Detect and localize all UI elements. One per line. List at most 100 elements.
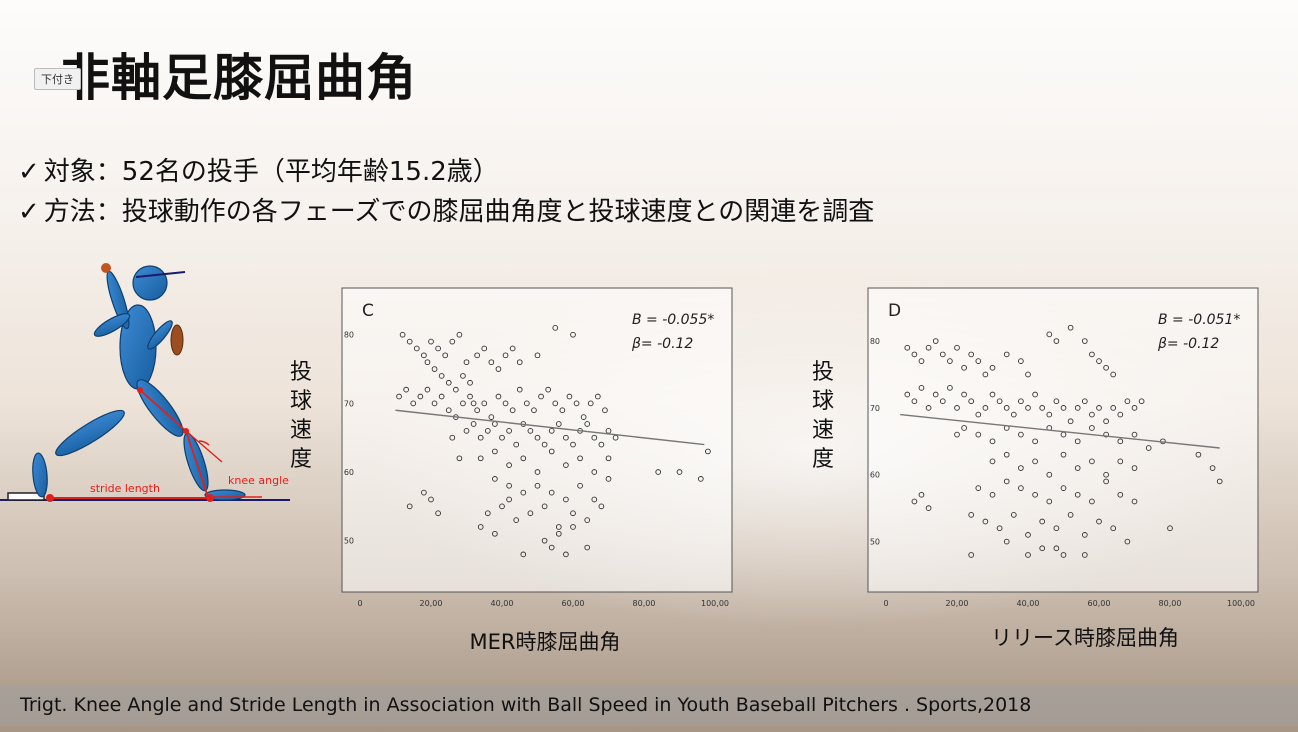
- data-point: [925, 505, 932, 512]
- data-point: [570, 441, 576, 448]
- data-point: [1131, 498, 1138, 505]
- bullet-method-text: 方法：投球動作の各フェーズでの膝屈曲角度と投球速度との関連を調査: [43, 197, 875, 227]
- stat-beta-label: β= -0.12: [631, 336, 693, 352]
- chart-c-ylabel: 投球速度: [289, 360, 312, 472]
- data-point: [481, 400, 488, 407]
- data-point: [477, 455, 484, 462]
- x-tick-label: 60,00: [562, 599, 585, 608]
- data-point: [506, 427, 512, 434]
- data-point: [982, 371, 989, 378]
- data-point: [563, 496, 569, 503]
- glove-icon: [170, 324, 184, 356]
- data-point: [1018, 358, 1024, 364]
- data-point: [577, 455, 583, 462]
- data-point: [570, 524, 576, 530]
- data-point: [1209, 465, 1216, 471]
- data-point: [591, 469, 598, 475]
- data-point: [1074, 438, 1081, 445]
- data-point: [541, 441, 548, 448]
- data-point: [1032, 391, 1038, 398]
- data-point: [1046, 331, 1053, 338]
- data-point: [566, 393, 573, 400]
- data-point: [1089, 458, 1095, 465]
- data-point: [1018, 398, 1024, 405]
- data-point: [598, 441, 605, 448]
- data-point: [410, 400, 417, 407]
- data-point: [595, 393, 601, 400]
- data-point: [1081, 338, 1088, 344]
- data-point: [513, 441, 520, 448]
- data-point: [1010, 411, 1017, 418]
- data-point: [1089, 498, 1095, 505]
- data-point: [1124, 398, 1131, 405]
- data-point: [470, 421, 477, 427]
- data-point: [1039, 405, 1046, 411]
- data-point: [1053, 525, 1060, 532]
- data-point: [403, 386, 410, 393]
- data-point: [1089, 425, 1095, 431]
- head: [132, 265, 168, 301]
- data-point: [474, 352, 481, 359]
- data-point: [417, 393, 424, 400]
- data-point: [527, 427, 534, 434]
- data-point: [570, 510, 576, 517]
- data-point: [438, 393, 445, 400]
- data-point: [676, 469, 683, 475]
- data-point: [904, 344, 911, 351]
- data-point: [548, 544, 555, 551]
- chart-d-ylabel: 投球速度: [811, 360, 834, 472]
- data-point: [467, 393, 473, 400]
- data-point: [1096, 518, 1102, 525]
- data-point: [1138, 398, 1145, 405]
- data-point: [520, 455, 527, 462]
- plot-frame: [867, 287, 1259, 593]
- data-point: [989, 364, 996, 371]
- data-point: [421, 352, 427, 359]
- data-point: [445, 407, 452, 414]
- data-point: [531, 407, 537, 414]
- data-point: [605, 476, 612, 482]
- y-tick-label: 70: [344, 399, 354, 408]
- data-point: [1195, 451, 1202, 458]
- data-point: [961, 425, 967, 431]
- data-point: [499, 503, 505, 510]
- data-point: [1039, 518, 1046, 525]
- throwing-forearm: [93, 313, 131, 337]
- cap-brim: [135, 271, 186, 278]
- data-point: [516, 386, 523, 393]
- x-tick-label: 0: [357, 599, 362, 608]
- data-point: [918, 358, 925, 364]
- data-point: [456, 455, 463, 462]
- data-point: [1089, 351, 1095, 358]
- data-point: [527, 510, 534, 517]
- x-tick-label: 80,00: [633, 599, 656, 608]
- data-point: [1003, 451, 1010, 458]
- y-tick-label: 50: [344, 537, 354, 546]
- data-point: [1003, 405, 1010, 411]
- data-point: [477, 524, 484, 530]
- pitcher-body: [32, 265, 246, 501]
- data-point: [968, 351, 975, 358]
- data-point: [1018, 431, 1024, 438]
- data-point: [1046, 471, 1053, 478]
- data-point: [1131, 405, 1138, 411]
- data-point: [1110, 371, 1117, 378]
- data-point: [932, 338, 939, 344]
- data-point: [975, 358, 982, 364]
- data-point: [1003, 351, 1010, 358]
- x-tick-label: 60,00: [1088, 599, 1111, 608]
- data-point: [577, 482, 583, 489]
- data-point: [911, 498, 918, 505]
- data-point: [947, 358, 953, 364]
- data-point: [534, 469, 541, 475]
- checkmark-icon: ✓: [18, 157, 40, 187]
- data-point: [1039, 545, 1046, 552]
- data-point: [495, 366, 502, 372]
- checkmark-icon: ✓: [18, 197, 40, 227]
- data-point: [655, 469, 662, 475]
- data-point: [449, 434, 456, 441]
- data-point: [939, 398, 946, 405]
- knee-angle-label: knee angle: [228, 474, 289, 487]
- citation-footer: Trigt. Knee Angle and Stride Length in A…: [0, 686, 1298, 726]
- data-point: [1081, 398, 1088, 405]
